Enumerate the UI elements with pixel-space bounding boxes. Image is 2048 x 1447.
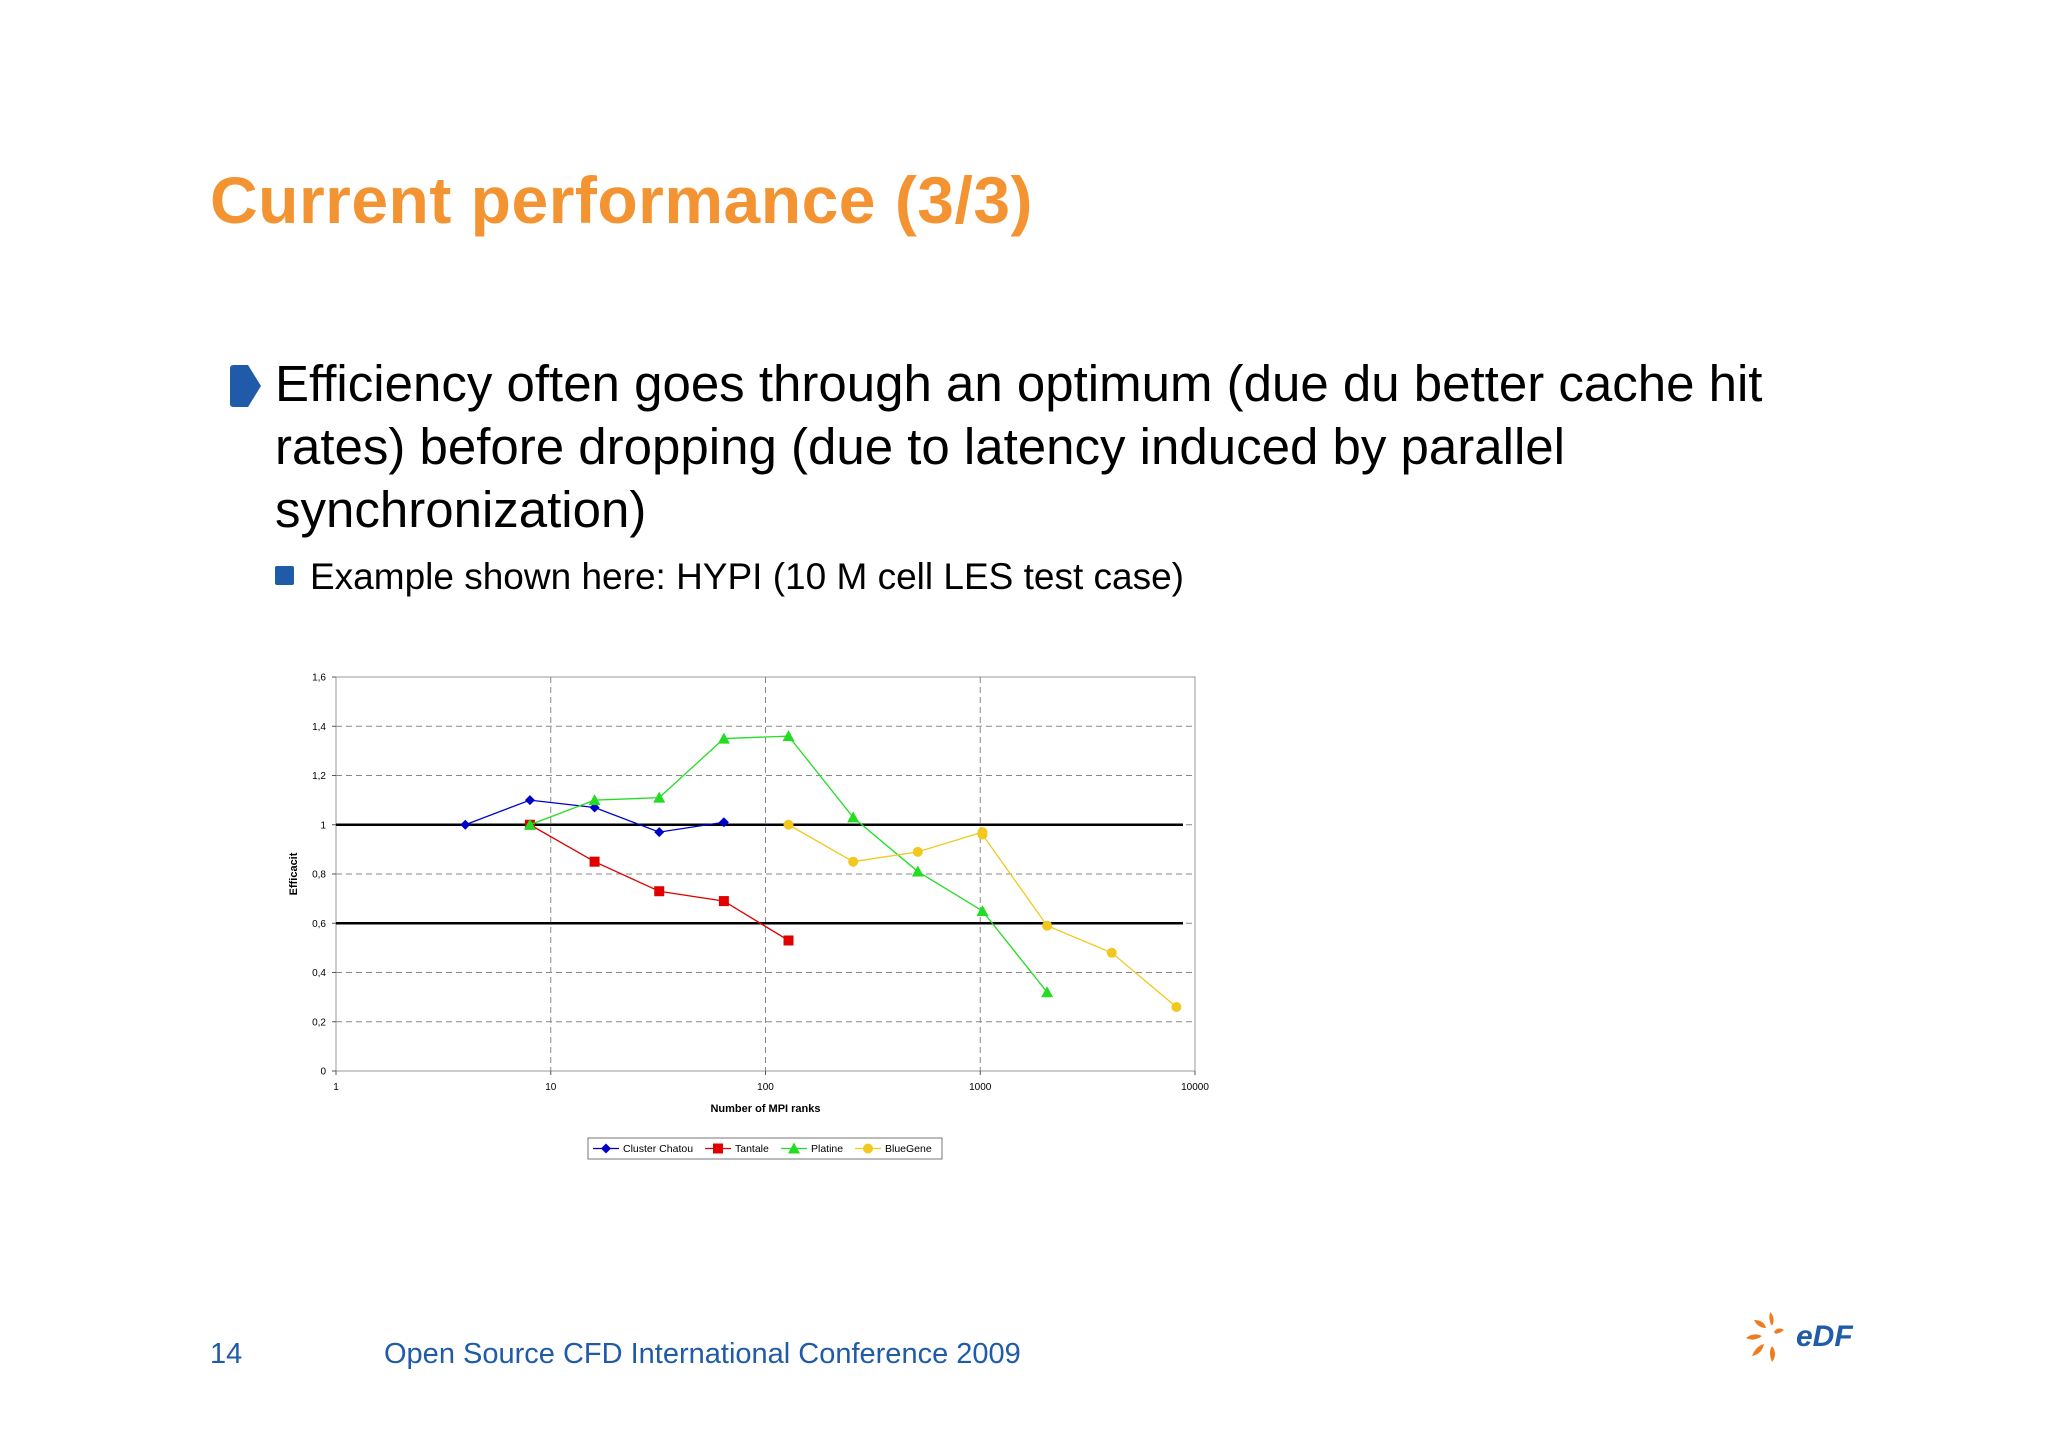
edf-logo-text: eDF — [1796, 1320, 1853, 1353]
legend-label-tantale: Tantale — [735, 1143, 769, 1155]
x-tick-label: 10 — [545, 1082, 557, 1093]
x-tick-label: 10000 — [1181, 1082, 1209, 1093]
legend-marker-bluegene — [863, 1143, 873, 1154]
footer-conference: Open Source CFD International Conference… — [384, 1338, 1021, 1370]
x-tick-label: 1 — [333, 1082, 339, 1093]
series-platine — [523, 730, 1054, 998]
data-point-bluegene — [1106, 947, 1117, 958]
arrow-bullet-icon — [230, 365, 261, 407]
data-point-platine — [911, 865, 924, 877]
data-point-bluegene — [1042, 920, 1053, 931]
y-tick-label: 1,6 — [312, 673, 326, 684]
y-tick-label: 1,2 — [312, 771, 326, 782]
data-point-cluster-chatou — [718, 817, 729, 828]
legend-box — [587, 1137, 943, 1160]
y-tick-label: 0 — [320, 1067, 326, 1078]
square-bullet-icon — [275, 566, 294, 585]
data-point-bluegene — [977, 829, 988, 840]
legend-label-cluster-chatou: Cluster Chatou — [623, 1143, 693, 1155]
data-point-platine — [523, 818, 536, 830]
edf-logo: eDF — [1746, 1312, 1853, 1362]
data-point-platine — [1041, 986, 1054, 998]
y-tick-label: 1 — [320, 820, 326, 831]
legend-marker-platine — [788, 1142, 800, 1154]
data-point-tantale — [589, 856, 600, 867]
y-tick-label: 0,2 — [312, 1017, 326, 1028]
y-tick-label: 0,4 — [312, 968, 326, 979]
data-point-bluegene — [848, 856, 859, 867]
legend-marker-tantale — [713, 1143, 723, 1154]
data-point-cluster-chatou — [524, 795, 535, 806]
data-point-platine — [717, 732, 730, 744]
data-point-platine — [782, 730, 795, 742]
legend: Cluster Chatou Tantale Platine BlueGene — [587, 1137, 943, 1160]
series-bluegene — [783, 819, 1182, 1012]
data-point-platine — [976, 904, 989, 916]
data-point-tantale — [718, 896, 729, 907]
series-tantale — [524, 819, 794, 946]
data-point-bluegene — [912, 846, 923, 857]
x-axis-label: Number of MPI ranks — [710, 1103, 820, 1115]
page-number: 14 — [210, 1338, 243, 1370]
legend-label-platine: Platine — [811, 1143, 843, 1155]
series-cluster-chatou — [460, 795, 729, 838]
main-bullet-text: Efficiency often goes through an optimum… — [275, 355, 1763, 538]
data-point-cluster-chatou — [460, 819, 471, 830]
x-tick-label: 100 — [757, 1082, 774, 1093]
x-tick-label: 1000 — [969, 1082, 992, 1093]
data-point-tantale — [783, 935, 794, 946]
y-tick-label: 0,6 — [312, 919, 326, 930]
y-tick-label: 0,8 — [312, 870, 326, 881]
sub-bullet-text: Example shown here: HYPI (10 M cell LES … — [310, 556, 1184, 597]
legend-marker-cluster-chatou — [601, 1143, 611, 1154]
data-point-platine — [588, 794, 601, 806]
series-line-platine — [529, 735, 1048, 993]
efficiency-chart: 0 0,2 0,4 0,6 0,8 1 1,2 1,4 1,6 1 10 100 1000 10000 Nu… — [288, 673, 1209, 1160]
slide-title: Current performance (3/3) — [210, 163, 1034, 237]
legend-label-bluegene: BlueGene — [885, 1143, 932, 1155]
data-point-platine — [847, 811, 860, 823]
data-point-tantale — [654, 886, 665, 897]
y-axis-label: Efficacit — [288, 852, 300, 895]
data-point-bluegene — [783, 819, 794, 830]
data-point-bluegene — [1171, 1001, 1182, 1012]
data-point-cluster-chatou — [654, 827, 665, 838]
data-point-platine — [653, 791, 666, 803]
y-tick-label: 1,4 — [312, 722, 326, 733]
